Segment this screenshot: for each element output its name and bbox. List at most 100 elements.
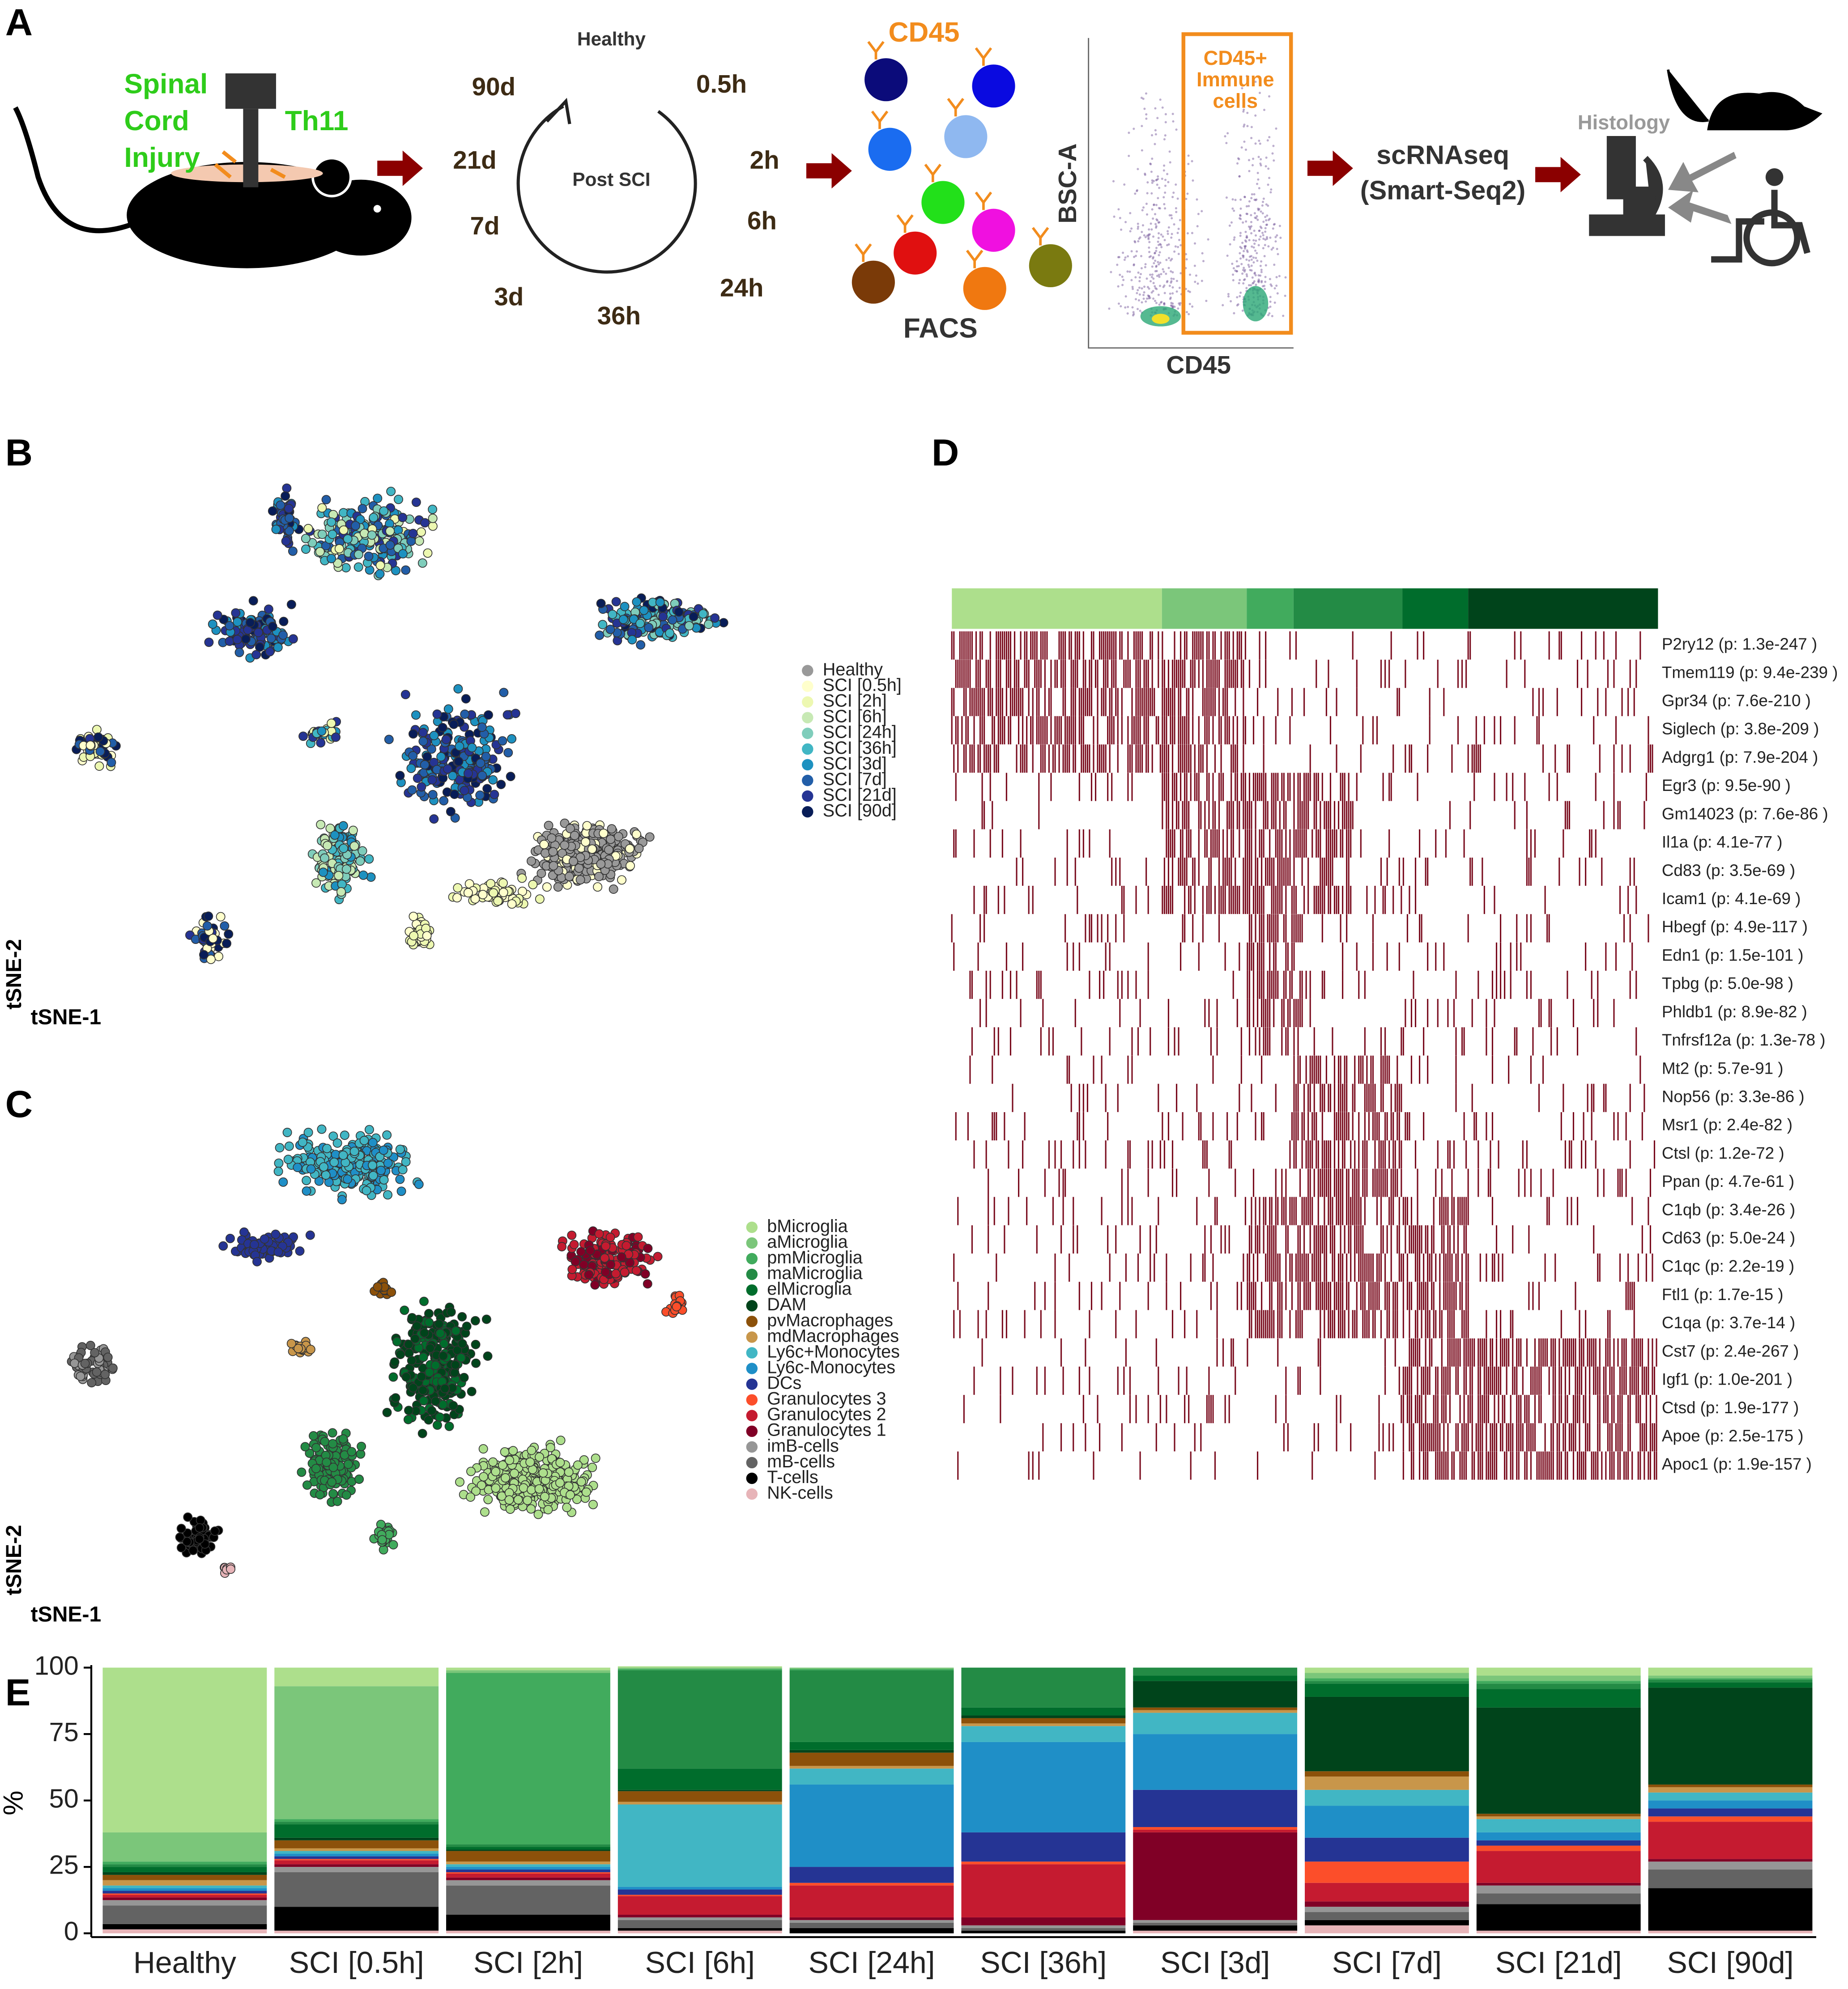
facs-dot: [1239, 199, 1242, 201]
cell-point: [287, 600, 296, 609]
cell-point: [665, 629, 674, 638]
cell-point: [479, 1445, 488, 1453]
facs-dot: [1151, 265, 1154, 268]
facs-dot: [1116, 264, 1118, 266]
facs-dot: [1160, 246, 1162, 248]
gene-label: Tpbg (p: 5.0e-98 ): [1662, 974, 1793, 993]
facs-dot: [1128, 132, 1130, 134]
facs-dot: [1117, 208, 1120, 210]
cell-point: [457, 1353, 465, 1362]
axis-label: tSNE-2: [2, 1525, 26, 1595]
cell-point: [214, 952, 223, 960]
cell-point: [527, 857, 536, 865]
facs-dot: [1176, 290, 1178, 293]
facs-dot: [1141, 125, 1143, 127]
bar-segment: [618, 1768, 782, 1790]
facs-dot: [1262, 212, 1264, 214]
facs-dot: [1146, 181, 1149, 183]
impact-mark: [223, 152, 235, 162]
cell-point: [386, 527, 394, 536]
y-axis-label: %: [0, 1791, 29, 1815]
facs-dot: [1248, 239, 1251, 241]
cell-point: [322, 1458, 331, 1466]
facs-dot: [1154, 252, 1156, 255]
bar-segment: [446, 1878, 610, 1880]
facs-dot: [1154, 285, 1156, 287]
facs-dot: [1137, 308, 1139, 310]
cell-point: [389, 1540, 397, 1549]
gene-label: Gm14023 (p: 7.6e-86 ): [1662, 804, 1828, 823]
bar-segment: [102, 1897, 267, 1900]
cell-point: [304, 524, 312, 533]
bar-segment: [274, 1819, 439, 1822]
facs-dot: [1139, 236, 1141, 238]
bar-segment: [102, 1864, 267, 1867]
facs-dot: [1155, 288, 1158, 290]
cell-point: [428, 505, 437, 514]
cell-point: [581, 837, 590, 846]
facs-dot: [1151, 157, 1153, 160]
facs-dot: [1170, 297, 1172, 299]
legend-swatch: [802, 790, 813, 802]
cell-point: [396, 1175, 404, 1183]
facs-dot: [1156, 117, 1158, 119]
cell-point: [306, 1231, 315, 1239]
facs-dot: [1175, 183, 1177, 186]
facs-dot: [1143, 234, 1145, 237]
facs-dot: [1141, 97, 1143, 99]
cell-point: [404, 1415, 413, 1424]
cell-point: [606, 1233, 614, 1241]
cell-point: [297, 1468, 306, 1476]
gene-label: Gpr34 (p: 7.6e-210 ): [1662, 692, 1811, 710]
gene-label: Cst7 (p: 2.4e-267 ): [1662, 1342, 1799, 1360]
facs-dot: [1155, 226, 1157, 229]
cell-point: [643, 1279, 652, 1288]
cell-point: [449, 1401, 457, 1410]
facs-dot: [1153, 262, 1155, 264]
facs-dot: [1150, 192, 1153, 195]
facs-dot: [1140, 255, 1142, 257]
cell-point: [359, 871, 367, 880]
bar-segment: [961, 1931, 1125, 1934]
facs-dot: [1166, 280, 1168, 282]
cell-point: [560, 841, 569, 850]
gene-label: Apoe (p: 2.5e-175 ): [1662, 1427, 1804, 1445]
facs-dot: [1260, 225, 1262, 228]
facs-dot: [1263, 198, 1265, 200]
facs-dot: [1166, 173, 1168, 175]
bar-segment: [1477, 1675, 1641, 1681]
cell-point: [283, 1128, 291, 1137]
cell-point: [617, 876, 626, 884]
cell-point: [409, 730, 417, 738]
cell-point: [412, 711, 420, 719]
cell-point: [556, 1479, 564, 1487]
bar-segment: [274, 1848, 439, 1851]
x-tick-label: SCI [7d]: [1332, 1946, 1442, 1980]
facs-dot: [1270, 285, 1273, 287]
cell-point: [514, 1496, 522, 1504]
facs-dot: [1163, 203, 1165, 205]
facs-dot: [1144, 266, 1146, 268]
facs-dot: [1282, 314, 1284, 317]
cell-point: [582, 1488, 591, 1496]
facs-dot: [1246, 249, 1248, 251]
cell-point: [430, 731, 438, 740]
cell-point: [274, 1248, 282, 1256]
facs-dot: [1146, 213, 1148, 216]
cell-point: [685, 621, 694, 630]
facs-dot: [1243, 250, 1245, 252]
cell-point: [511, 709, 520, 718]
cell-point: [614, 832, 623, 841]
facs-dot: [1143, 285, 1145, 288]
facs-dot: [1142, 224, 1144, 226]
cell-point: [225, 637, 234, 646]
bar-segment: [446, 1880, 610, 1886]
wheelchair-head: [1766, 168, 1784, 186]
facs-dot: [1257, 178, 1259, 181]
bar-segment: [446, 1886, 610, 1915]
legend-swatch: [802, 775, 813, 786]
bar-segment: [274, 1824, 439, 1838]
legend-swatch: [746, 1426, 758, 1437]
cluster-bar: [1468, 588, 1658, 629]
facs-dot: [1145, 118, 1147, 120]
